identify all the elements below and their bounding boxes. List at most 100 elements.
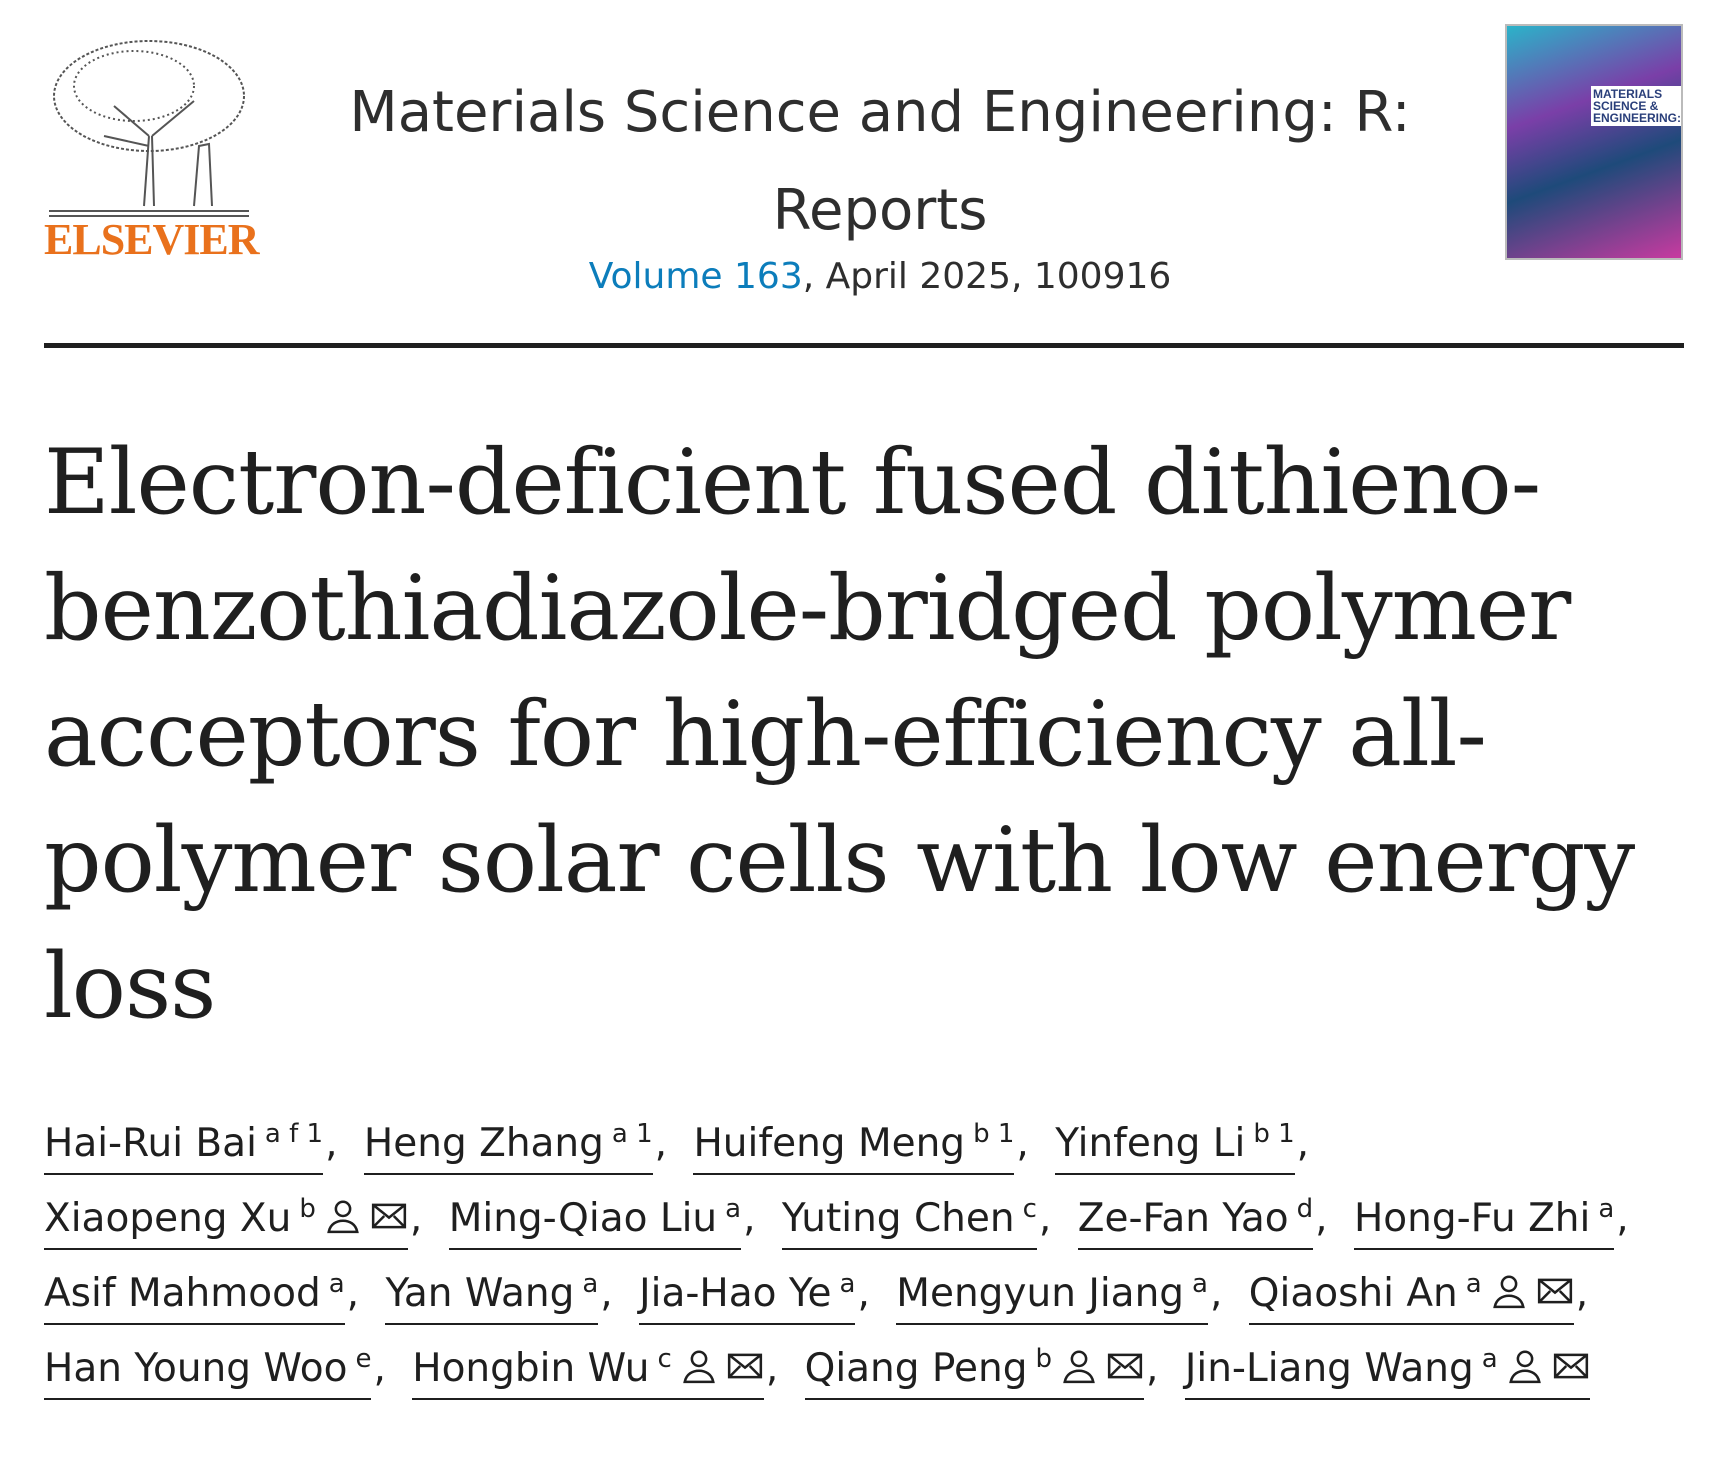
- mail-icon[interactable]: [1536, 1272, 1574, 1310]
- author[interactable]: Jin-Liang Wang a: [1184, 1330, 1590, 1400]
- cover-title: MATERIALS SCIENCE & ENGINEERING:R: [1591, 86, 1683, 126]
- mail-glyph: [727, 1353, 762, 1379]
- person-glyph: [1508, 1350, 1541, 1384]
- author-affiliation: b 1: [973, 1119, 1015, 1149]
- author[interactable]: Qiang Peng b: [804, 1330, 1145, 1400]
- author-name: Yinfeng Li: [1055, 1121, 1246, 1166]
- journal-title[interactable]: Materials Science and Engineering: R: Re…: [349, 80, 1411, 243]
- author-affiliation: d: [1296, 1194, 1314, 1224]
- person-icon[interactable]: [680, 1347, 718, 1385]
- author[interactable]: Han Young Woo e: [44, 1330, 372, 1400]
- separator: ,: [409, 1196, 423, 1241]
- separator: ,: [1315, 1196, 1328, 1241]
- separator: ,: [373, 1346, 386, 1391]
- separator: ,: [325, 1121, 338, 1166]
- author-affiliation: a: [725, 1194, 742, 1224]
- author[interactable]: Yan Wang a: [385, 1255, 599, 1325]
- author-name: Yuting Chen: [781, 1196, 1015, 1241]
- separator: ,: [600, 1271, 613, 1316]
- author-name: Jia-Hao Ye: [639, 1271, 832, 1316]
- person-glyph: [1492, 1275, 1525, 1309]
- author[interactable]: Jia-Hao Ye a: [639, 1255, 856, 1325]
- volume-line: Volume 163, April 2025, 100916: [300, 256, 1460, 297]
- author[interactable]: Heng Zhang a 1: [363, 1105, 653, 1175]
- author-name: Han Young Woo: [44, 1346, 348, 1391]
- author[interactable]: Mengyun Jiang a: [896, 1255, 1208, 1325]
- author-affiliation: a: [1598, 1194, 1615, 1224]
- author-affiliation: a 1: [611, 1119, 653, 1149]
- separator: ,: [346, 1271, 360, 1316]
- person-icon[interactable]: [1060, 1347, 1098, 1385]
- author-affiliation: a: [1465, 1269, 1482, 1299]
- author-affiliation: a: [582, 1269, 599, 1299]
- separator: ,: [765, 1346, 779, 1391]
- author-affiliation: a: [839, 1269, 856, 1299]
- author-affiliation: a: [1481, 1344, 1498, 1374]
- person-icon[interactable]: [1506, 1347, 1544, 1385]
- separator: ,: [1038, 1196, 1052, 1241]
- mail-icon[interactable]: [1552, 1347, 1590, 1385]
- author[interactable]: Hai-Rui Bai a f 1: [44, 1105, 324, 1175]
- author-name: Hongbin Wu: [412, 1346, 650, 1391]
- author-affiliation: c: [1022, 1194, 1037, 1224]
- person-icon[interactable]: [324, 1197, 362, 1235]
- mail-glyph: [371, 1203, 406, 1229]
- author-affiliation: a f 1: [264, 1119, 324, 1149]
- publisher-logo[interactable]: [44, 26, 254, 266]
- journal-cover[interactable]: MATERIALS SCIENCE & ENGINEERING:R: [1505, 24, 1683, 260]
- author-affiliation: b: [1035, 1344, 1053, 1374]
- author[interactable]: Ze-Fan Yao d: [1077, 1180, 1314, 1250]
- author-affiliation: b 1: [1253, 1119, 1295, 1149]
- person-glyph: [1063, 1350, 1095, 1384]
- volume-link[interactable]: Volume 163: [588, 256, 803, 297]
- mail-glyph: [1553, 1353, 1588, 1379]
- separator: ,: [1616, 1196, 1629, 1241]
- separator: ,: [654, 1121, 668, 1166]
- author-name: Ze-Fan Yao: [1077, 1196, 1289, 1241]
- author[interactable]: Yuting Chen c: [781, 1180, 1037, 1250]
- separator: ,: [1016, 1121, 1029, 1166]
- author-name: Huifeng Meng: [693, 1121, 966, 1166]
- author[interactable]: Hong-Fu Zhi a: [1353, 1180, 1615, 1250]
- author-affiliation: b: [299, 1194, 316, 1224]
- author[interactable]: Xiaopeng Xu b: [44, 1180, 408, 1250]
- mail-glyph: [1537, 1278, 1572, 1304]
- article-title: Electron-deficient fused dithieno-benzot…: [44, 430, 1635, 1039]
- author-name: Hong-Fu Zhi: [1353, 1196, 1591, 1241]
- person-glyph: [683, 1350, 715, 1384]
- mail-glyph: [1107, 1353, 1143, 1379]
- author[interactable]: Ming-Qiao Liu a: [448, 1180, 742, 1250]
- publisher-name: ELSEVIER: [44, 215, 260, 264]
- author-affiliation: e: [355, 1344, 372, 1374]
- author-name: Qiaoshi An: [1248, 1271, 1458, 1316]
- mail-icon[interactable]: [1106, 1347, 1144, 1385]
- author[interactable]: Asif Mahmood a: [44, 1255, 345, 1325]
- author[interactable]: Qiaoshi An a: [1248, 1255, 1574, 1325]
- mail-icon[interactable]: [370, 1197, 408, 1235]
- person-icon[interactable]: [1490, 1272, 1528, 1310]
- separator: ,: [1575, 1271, 1589, 1316]
- author[interactable]: Hongbin Wu c: [412, 1330, 764, 1400]
- author-affiliation: c: [657, 1344, 672, 1374]
- separator: ,: [1296, 1121, 1310, 1166]
- author[interactable]: Yinfeng Li b 1: [1055, 1105, 1295, 1175]
- author-list: Hai-Rui Bai a f 1, Heng Zhang a 1, Huifeng…: [44, 1105, 1684, 1405]
- author-name: Mengyun Jiang: [896, 1271, 1185, 1316]
- person-glyph: [327, 1200, 359, 1234]
- separator: ,: [743, 1196, 756, 1241]
- author-name: Hai-Rui Bai: [44, 1121, 257, 1166]
- separator: ,: [857, 1271, 870, 1316]
- mail-icon[interactable]: [726, 1347, 764, 1385]
- issue-info: , April 2025, 100916: [802, 256, 1172, 297]
- author[interactable]: Huifeng Meng b 1: [693, 1105, 1015, 1175]
- author-name: Ming-Qiao Liu: [448, 1196, 718, 1241]
- author-affiliation: a: [328, 1269, 345, 1299]
- author-name: Qiang Peng: [804, 1346, 1028, 1391]
- separator: ,: [1146, 1346, 1159, 1391]
- author-name: Jin-Liang Wang: [1184, 1346, 1474, 1391]
- author-name: Heng Zhang: [363, 1121, 604, 1166]
- separator: ,: [1209, 1271, 1223, 1316]
- author-name: Xiaopeng Xu: [44, 1196, 292, 1241]
- author-name: Asif Mahmood: [44, 1271, 321, 1316]
